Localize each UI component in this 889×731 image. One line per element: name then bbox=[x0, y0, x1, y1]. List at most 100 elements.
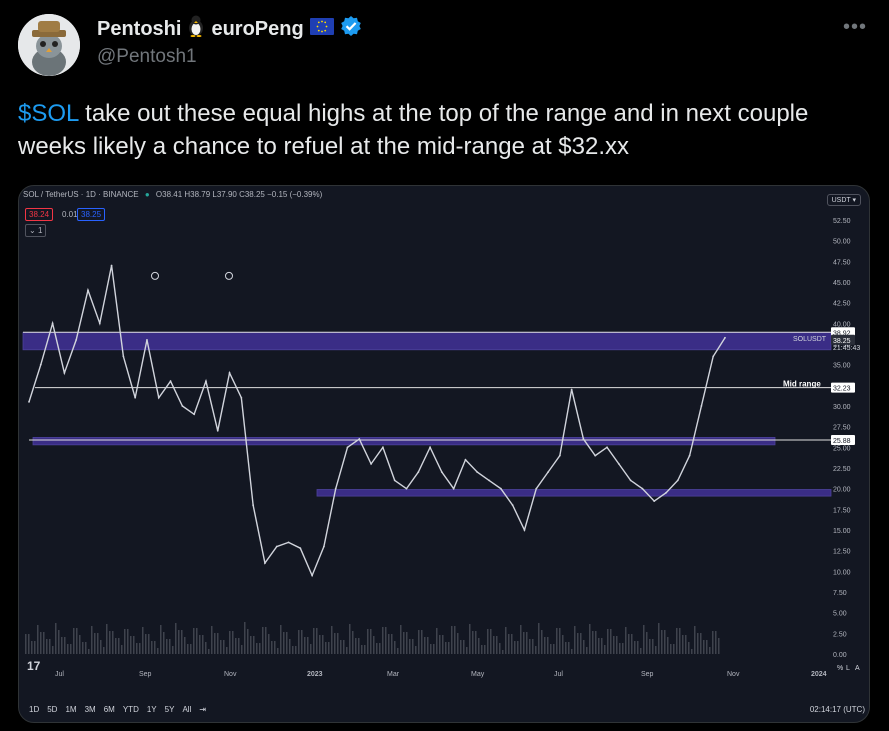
volume-bar bbox=[304, 637, 306, 654]
volume-bar bbox=[640, 648, 642, 654]
currency-select[interactable]: USDT ▾ bbox=[826, 194, 861, 206]
volume-bar bbox=[187, 644, 189, 654]
display-name[interactable]: Pentoshi bbox=[97, 17, 182, 40]
display-name-suffix[interactable]: euroPeng bbox=[211, 17, 304, 40]
volume-bar bbox=[292, 646, 294, 654]
price-point bbox=[570, 388, 573, 391]
x-tick-label: Mar bbox=[387, 671, 400, 678]
volume-bar bbox=[322, 635, 324, 654]
price-point bbox=[499, 487, 502, 490]
volume-bar bbox=[487, 629, 489, 654]
volume-bar bbox=[448, 642, 450, 654]
volume-bar bbox=[499, 643, 501, 654]
volume-bar bbox=[403, 632, 405, 654]
volume-bar bbox=[676, 628, 678, 654]
price-series-line bbox=[28, 265, 726, 578]
volume-bar bbox=[667, 637, 669, 654]
range-band bbox=[32, 437, 776, 446]
price-point bbox=[700, 405, 703, 407]
volume-bar bbox=[553, 644, 555, 654]
price-point bbox=[535, 487, 538, 490]
chart-image[interactable]: SOL / TetherUS · 1D · BINANCE ● O38.41 H… bbox=[18, 185, 870, 723]
price-point bbox=[287, 541, 290, 544]
price-point bbox=[653, 500, 656, 502]
date-range-icon[interactable]: ⇥ bbox=[199, 705, 207, 714]
volume-bar bbox=[703, 640, 705, 654]
volume-bar bbox=[625, 627, 627, 654]
volume-bar bbox=[124, 629, 126, 654]
price-point bbox=[676, 479, 679, 482]
volume-bar bbox=[523, 632, 525, 654]
tf-3m[interactable]: 3M bbox=[84, 705, 96, 714]
sell-price-button[interactable]: 38.24 bbox=[25, 208, 54, 221]
volume-bar bbox=[535, 646, 537, 654]
chart-header: SOL / TetherUS · 1D · BINANCE ● O38.41 H… bbox=[23, 190, 322, 199]
volume-bar bbox=[622, 643, 624, 654]
cashtag-link[interactable]: $SOL bbox=[18, 100, 79, 127]
symbol-title[interactable]: SOL / TetherUS · 1D · BINANCE bbox=[23, 190, 139, 199]
price-chart[interactable]: 52.50 50.00 47.50 45.00 42.50 40.00 37.50 35.00… bbox=[19, 186, 869, 686]
price-point bbox=[252, 504, 255, 507]
volume-bar bbox=[559, 628, 561, 654]
volume-bar bbox=[481, 645, 483, 654]
tf-1m[interactable]: 1M bbox=[65, 705, 77, 714]
volume-bar bbox=[598, 638, 600, 654]
price-point bbox=[688, 454, 691, 457]
buy-price-button[interactable]: 38.25 bbox=[77, 208, 106, 221]
avatar[interactable] bbox=[18, 14, 80, 76]
volume-bar bbox=[391, 634, 393, 654]
volume-bar bbox=[280, 625, 282, 654]
indicators-toggle[interactable]: ⌄ 1 bbox=[25, 224, 47, 237]
tf-1d[interactable]: 1D bbox=[29, 705, 40, 714]
more-options-icon[interactable]: ••• bbox=[842, 16, 867, 38]
tf-all[interactable]: All bbox=[182, 705, 192, 714]
volume-bar bbox=[463, 640, 465, 654]
price-point bbox=[98, 322, 101, 325]
volume-bar bbox=[547, 637, 549, 654]
volume-bar bbox=[409, 639, 411, 654]
volume-bar bbox=[223, 640, 225, 654]
price-point bbox=[157, 396, 160, 399]
volume-bar bbox=[211, 626, 213, 654]
volume-bar bbox=[25, 634, 27, 654]
tf-5d[interactable]: 5D bbox=[47, 705, 58, 714]
volume-bar bbox=[175, 623, 177, 654]
volume-bar bbox=[160, 625, 162, 654]
author-name-row[interactable]: Pentoshi euroPeng bbox=[97, 15, 362, 43]
y-tick-label: 22.50 bbox=[833, 466, 851, 473]
volume-bar bbox=[151, 641, 153, 654]
ohlc-readout: O38.41 H38.79 L37.90 C38.25 −0.15 (−0.39… bbox=[155, 190, 323, 199]
volume-bar bbox=[55, 623, 57, 654]
volume-bar bbox=[460, 640, 462, 654]
price-point bbox=[323, 545, 325, 548]
volume-bar bbox=[181, 630, 183, 654]
axis-price-label: 38.92 bbox=[833, 330, 851, 337]
tf-ytd[interactable]: YTD bbox=[122, 705, 139, 714]
y-tick-label: 15.00 bbox=[833, 528, 851, 535]
volume-bar bbox=[361, 645, 363, 654]
volume-bar bbox=[718, 638, 720, 654]
axis-price-box bbox=[831, 327, 855, 338]
author-handle[interactable]: @Pentosh1 bbox=[97, 46, 197, 67]
volume-bar bbox=[43, 632, 45, 654]
volume-bar bbox=[472, 631, 474, 654]
volume-bar bbox=[31, 641, 33, 654]
volume-bar bbox=[295, 646, 297, 654]
volume-bar bbox=[697, 633, 699, 654]
volume-bar bbox=[370, 629, 372, 654]
volume-bar bbox=[154, 641, 156, 654]
y-tick-label: 27.50 bbox=[833, 425, 851, 432]
volume-bar bbox=[184, 637, 186, 654]
volume-bar bbox=[412, 639, 414, 654]
volume-bar bbox=[49, 639, 51, 654]
price-point bbox=[523, 529, 526, 531]
verified-badge-icon[interactable] bbox=[340, 15, 362, 43]
price-point bbox=[641, 487, 644, 490]
x-tick-label: Sep bbox=[139, 671, 152, 678]
volume-bar bbox=[325, 642, 327, 654]
volume-bar bbox=[643, 625, 645, 654]
tf-6m[interactable]: 6M bbox=[103, 705, 115, 714]
tf-5y[interactable]: 5Y bbox=[164, 705, 175, 714]
tf-1y[interactable]: 1Y bbox=[146, 705, 157, 714]
volume-bar bbox=[418, 630, 420, 654]
